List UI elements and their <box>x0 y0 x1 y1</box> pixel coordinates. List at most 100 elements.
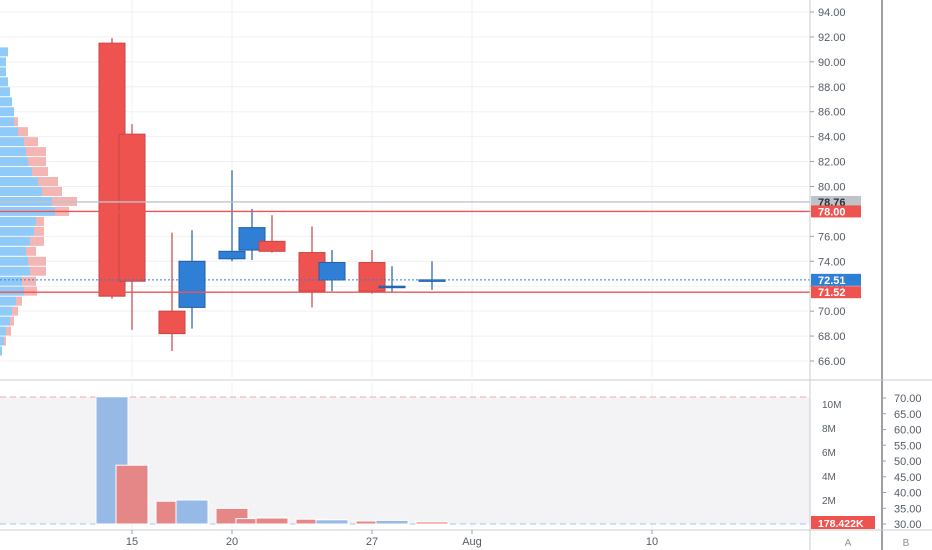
axis-labels: 66.0068.0070.0072.0074.0076.0078.0080.00… <box>126 7 922 549</box>
profile-bar-up <box>0 326 6 336</box>
volume-tick-label: 2M <box>822 496 836 507</box>
profile-bar-down <box>14 117 18 127</box>
volume-tick-label: 8M <box>822 424 836 435</box>
price-tick-label: 74.00 <box>818 256 846 268</box>
profile-bar-down <box>26 147 46 157</box>
profile-bar-up <box>0 286 24 296</box>
date-tick-label: 20 <box>226 536 238 548</box>
volume-bars <box>95 396 449 525</box>
volume-bar <box>375 519 409 525</box>
profile-bar-up <box>0 236 30 246</box>
profile-bar-up <box>0 276 22 286</box>
profile-bar-up <box>0 316 10 326</box>
profile-bar-up <box>0 346 2 356</box>
price-level-badge <box>811 273 861 286</box>
profile-bar-up <box>0 97 12 107</box>
price-level-badge-text: 78.00 <box>818 206 846 218</box>
price-levels <box>0 201 810 293</box>
profile-bar-up <box>0 127 18 137</box>
profile-bar-down <box>34 226 44 236</box>
profile-bar-up <box>0 137 24 147</box>
profile-bar-up <box>0 256 28 266</box>
profile-bar-down <box>30 236 44 246</box>
profile-bar-down <box>30 266 46 276</box>
candle-body <box>158 310 186 335</box>
log-scale-button[interactable]: B <box>903 538 910 549</box>
volume-value-badge <box>811 516 875 529</box>
profile-bar-down <box>42 187 62 196</box>
right-tick-label: 55.00 <box>894 440 922 452</box>
profile-bar-up <box>0 87 10 97</box>
price-tick-label: 68.00 <box>818 331 846 343</box>
price-tick-label: 76.00 <box>818 231 846 243</box>
candles <box>98 38 446 352</box>
price-tick-label: 86.00 <box>818 107 846 119</box>
profile-bar-down <box>28 256 46 266</box>
profile-bar-down <box>22 276 36 286</box>
right-tick-label: 35.00 <box>894 503 922 515</box>
profile-bar-up <box>0 147 26 157</box>
profile-bar-up <box>0 306 12 316</box>
price-tick-label: 84.00 <box>818 132 846 144</box>
candle-body <box>178 260 206 308</box>
candle-body <box>318 262 346 281</box>
profile-bar-down <box>28 157 46 167</box>
price-tick-label: 80.00 <box>818 182 846 194</box>
date-tick-label: 10 <box>646 536 658 548</box>
profile-bar-down <box>4 336 6 346</box>
profile-bar-up <box>0 57 6 67</box>
price-tick-label: 82.00 <box>818 157 846 169</box>
profile-bar-down <box>26 246 36 256</box>
profile-bar-down <box>24 137 38 147</box>
volume-bar <box>315 519 349 525</box>
price-level-badge-text: 72.51 <box>818 275 846 287</box>
right-tick-label: 40.00 <box>894 488 922 500</box>
profile-bar-down <box>32 167 48 177</box>
profile-bar-up <box>0 226 34 236</box>
right-tick-label: 30.00 <box>894 519 922 531</box>
profile-bar-up <box>0 77 8 87</box>
profile-bar-up <box>0 157 28 167</box>
profile-bar-down <box>24 286 37 296</box>
candle-body <box>258 240 286 252</box>
date-tick-label: 27 <box>366 536 378 548</box>
profile-bar-down <box>16 296 22 306</box>
candle-body <box>118 133 146 282</box>
profile-bar-up <box>0 67 6 77</box>
price-level-badge <box>811 286 861 299</box>
profile-bar-up <box>0 117 14 127</box>
profile-bar-up <box>0 167 32 177</box>
profile-bar-down <box>6 326 11 336</box>
volume-tick-label: 4M <box>822 472 836 483</box>
price-tick-label: 66.00 <box>818 356 846 368</box>
profile-bar-down <box>10 316 14 326</box>
profile-bar-up <box>0 177 38 186</box>
price-tick-label: 90.00 <box>818 57 846 69</box>
price-tick-label: 70.00 <box>818 306 846 318</box>
profile-bar-up <box>0 336 4 346</box>
candle-body <box>218 250 246 260</box>
profile-bar-up <box>0 266 30 276</box>
profile-bar-up <box>0 187 42 196</box>
right-tick-label: 65.00 <box>894 409 922 421</box>
price-level-badge <box>811 195 861 208</box>
volume-bar <box>415 521 449 525</box>
price-level-badge-text: 71.52 <box>818 287 846 299</box>
profile-bar-down <box>12 306 18 316</box>
auto-scale-button[interactable]: A <box>845 538 852 549</box>
price-level-badge <box>811 205 861 218</box>
profile-bar-down <box>38 177 58 186</box>
price-tick-label: 94.00 <box>818 7 846 19</box>
right-tick-label: 60.00 <box>894 425 922 437</box>
date-tick-label: Aug <box>462 536 482 548</box>
profile-bar-up <box>0 47 8 57</box>
price-tick-label: 88.00 <box>818 82 846 94</box>
volume-value-badge-text: 178.422K <box>818 518 864 530</box>
right-tick-label: 70.00 <box>894 393 922 405</box>
volume-bar <box>115 464 149 525</box>
volume-bar <box>255 517 289 525</box>
profile-bar-up <box>0 246 26 256</box>
volume-tick-label: 6M <box>822 448 836 459</box>
profile-bar-down <box>18 127 28 137</box>
